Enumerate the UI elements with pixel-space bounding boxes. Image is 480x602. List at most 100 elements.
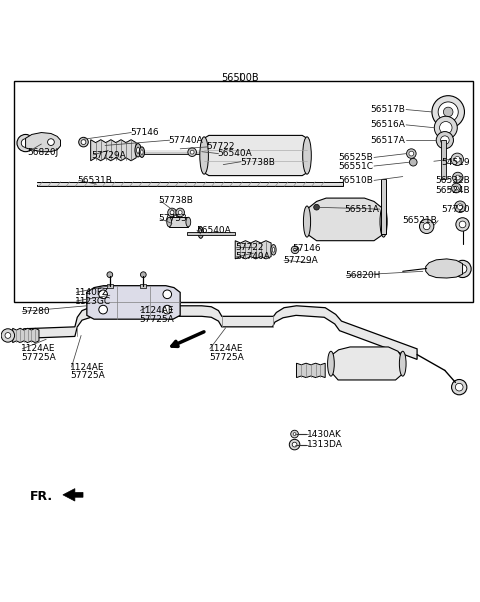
- Text: 54519: 54519: [441, 158, 470, 167]
- Ellipse shape: [137, 147, 140, 154]
- Polygon shape: [63, 489, 83, 501]
- Ellipse shape: [167, 217, 171, 227]
- Text: 57722: 57722: [206, 143, 235, 151]
- Ellipse shape: [139, 147, 144, 157]
- Bar: [141, 284, 146, 288]
- Polygon shape: [87, 286, 180, 319]
- Bar: [441, 140, 446, 179]
- Text: 57722: 57722: [235, 243, 264, 252]
- Text: 56517A: 56517A: [370, 135, 405, 144]
- Text: 57280: 57280: [21, 307, 49, 316]
- Text: 56516A: 56516A: [370, 120, 405, 129]
- Text: 57720: 57720: [441, 205, 470, 214]
- Circle shape: [79, 137, 88, 147]
- Text: 56551A: 56551A: [344, 205, 379, 214]
- Text: 57738B: 57738B: [240, 158, 275, 167]
- Ellipse shape: [380, 206, 387, 237]
- Polygon shape: [24, 306, 417, 359]
- Polygon shape: [297, 363, 325, 377]
- Circle shape: [314, 204, 320, 210]
- Ellipse shape: [327, 351, 334, 376]
- Text: 56510B: 56510B: [338, 176, 373, 185]
- Text: 56820H: 56820H: [345, 271, 381, 280]
- Text: 57725A: 57725A: [209, 353, 244, 362]
- Bar: [36, 183, 343, 185]
- Polygon shape: [204, 135, 307, 176]
- Circle shape: [456, 175, 460, 180]
- Circle shape: [170, 211, 174, 214]
- Circle shape: [440, 122, 452, 134]
- Circle shape: [451, 153, 464, 166]
- Circle shape: [190, 150, 194, 154]
- Circle shape: [291, 430, 299, 438]
- Bar: [139, 150, 208, 154]
- Circle shape: [452, 379, 467, 395]
- Circle shape: [452, 183, 461, 193]
- Ellipse shape: [135, 143, 141, 157]
- Text: 56532B: 56532B: [435, 176, 470, 185]
- Text: 1140FZ: 1140FZ: [75, 288, 109, 297]
- Text: 57753: 57753: [158, 214, 187, 223]
- Circle shape: [454, 260, 471, 278]
- Circle shape: [48, 138, 54, 146]
- Polygon shape: [25, 132, 60, 152]
- Ellipse shape: [272, 247, 275, 252]
- Text: 57725A: 57725A: [70, 371, 105, 380]
- Circle shape: [289, 439, 300, 450]
- Text: 1123GC: 1123GC: [75, 297, 111, 305]
- Ellipse shape: [399, 351, 406, 376]
- Text: 1124AE: 1124AE: [21, 344, 55, 353]
- Circle shape: [455, 186, 458, 190]
- Circle shape: [1, 329, 14, 342]
- Circle shape: [459, 221, 466, 228]
- Circle shape: [21, 138, 30, 147]
- Circle shape: [17, 134, 34, 152]
- Circle shape: [107, 272, 113, 278]
- Circle shape: [456, 383, 463, 391]
- Circle shape: [176, 208, 184, 217]
- Circle shape: [457, 204, 463, 209]
- Ellipse shape: [303, 206, 311, 237]
- Text: 1313DA: 1313DA: [307, 440, 343, 449]
- Text: 56820J: 56820J: [27, 148, 58, 157]
- Text: 1124AE: 1124AE: [70, 362, 105, 371]
- Text: FR.: FR.: [30, 490, 53, 503]
- Ellipse shape: [303, 137, 312, 174]
- Bar: [36, 182, 343, 186]
- Text: 57740A: 57740A: [235, 252, 270, 261]
- Bar: [381, 179, 386, 234]
- Ellipse shape: [141, 150, 143, 155]
- Circle shape: [178, 211, 182, 214]
- Bar: [187, 232, 235, 235]
- Circle shape: [294, 249, 297, 251]
- Circle shape: [453, 172, 463, 183]
- Circle shape: [436, 132, 454, 149]
- Text: 57729A: 57729A: [92, 150, 126, 160]
- Circle shape: [163, 290, 171, 299]
- Circle shape: [456, 218, 469, 231]
- Circle shape: [409, 151, 414, 156]
- Ellipse shape: [198, 227, 204, 238]
- Circle shape: [141, 272, 146, 278]
- Text: 57740A: 57740A: [168, 135, 203, 144]
- Text: 56540A: 56540A: [217, 149, 252, 158]
- Ellipse shape: [271, 244, 276, 255]
- Circle shape: [432, 96, 465, 128]
- Circle shape: [293, 433, 296, 435]
- Circle shape: [409, 158, 417, 166]
- Text: 1124AE: 1124AE: [140, 306, 174, 315]
- Circle shape: [291, 246, 299, 253]
- Text: 56524B: 56524B: [435, 187, 470, 196]
- Bar: [14, 81, 473, 302]
- Text: 56500B: 56500B: [221, 73, 259, 82]
- Circle shape: [99, 305, 108, 314]
- Circle shape: [441, 136, 449, 144]
- Polygon shape: [12, 328, 39, 343]
- Bar: [139, 150, 208, 152]
- Circle shape: [423, 223, 430, 230]
- Text: 56551C: 56551C: [338, 161, 373, 170]
- Text: 57729A: 57729A: [283, 256, 318, 265]
- Ellipse shape: [200, 230, 202, 235]
- Text: 1124AE: 1124AE: [209, 344, 243, 353]
- Polygon shape: [426, 259, 463, 278]
